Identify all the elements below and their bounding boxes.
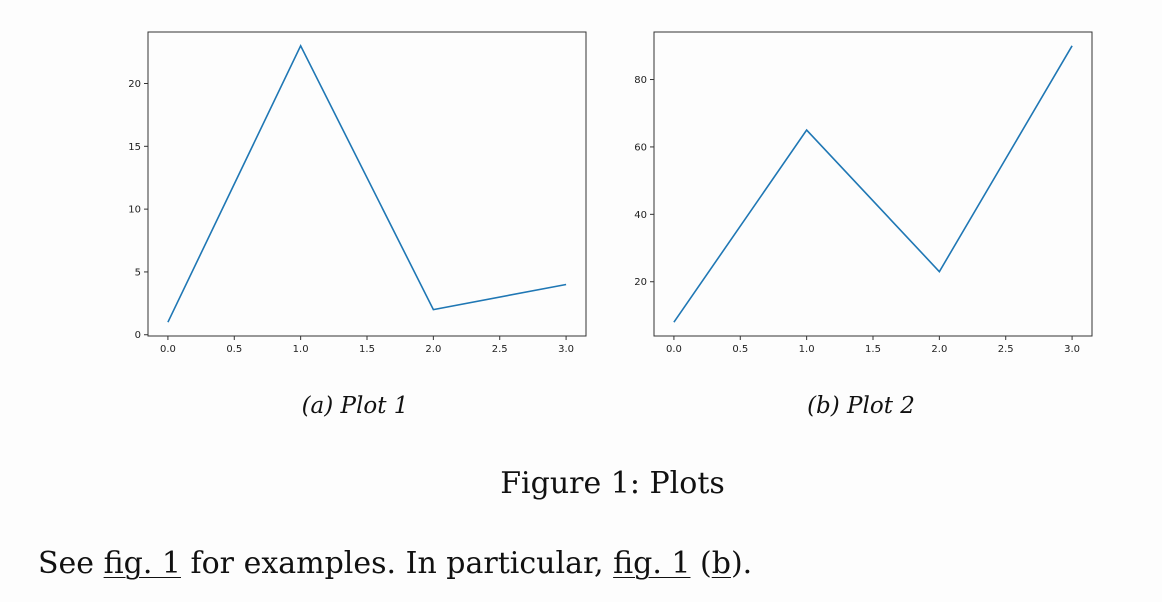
subfigure-caption-b: (b) Plot 2 xyxy=(807,393,915,419)
y-tick-label: 80 xyxy=(634,75,647,86)
figure-caption: Figure 1: Plots xyxy=(500,466,725,501)
x-tick-label: 3.0 xyxy=(558,344,574,355)
y-tick-label: 15 xyxy=(128,142,141,153)
x-tick-label: 1.5 xyxy=(359,344,375,355)
x-tick-label: 1.0 xyxy=(293,344,309,355)
series-line-0 xyxy=(167,44,567,323)
y-tick-label: 20 xyxy=(128,79,141,90)
x-tick-label: 2.5 xyxy=(998,344,1014,355)
figure-ref-link[interactable]: fig. 1 xyxy=(613,546,691,581)
plot-frame xyxy=(147,31,587,337)
plot-a: 0.0 0.5 1.0 1.5 2.0 2.5 3.0 0 5 10 15 20 xyxy=(128,31,587,355)
paragraph-text: See xyxy=(38,546,104,581)
figure-ref-link[interactable]: fig. 1 xyxy=(103,546,181,581)
x-tick-label: 0.0 xyxy=(666,344,682,355)
plot-b: 0.0 0.5 1.0 1.5 2.0 2.5 3.0 20 40 60 80 xyxy=(634,31,1093,355)
x-tick-label: 3.0 xyxy=(1064,344,1080,355)
y-tick-label: 40 xyxy=(634,210,647,221)
x-tick-label: 2.5 xyxy=(492,344,508,355)
x-tick-label: 0.0 xyxy=(160,344,176,355)
x-tick-label: 1.0 xyxy=(799,344,815,355)
paragraph-text: ( xyxy=(690,546,712,581)
x-tick-label: 2.0 xyxy=(425,344,441,355)
body-paragraph: See fig. 1 for examples. In particular, … xyxy=(38,546,1138,581)
paragraph-text: for examples. In particular, xyxy=(180,546,614,581)
x-tick-label: 0.5 xyxy=(226,344,242,355)
y-tick-label: 20 xyxy=(634,277,647,288)
series-line-0 xyxy=(673,45,1073,323)
y-tick-label: 60 xyxy=(634,142,647,153)
y-tick-label: 10 xyxy=(128,205,141,216)
subfigure-ref-link[interactable]: b xyxy=(711,546,731,581)
paragraph-text: ). xyxy=(730,546,753,581)
plot-frame xyxy=(653,31,1093,337)
y-tick-label: 5 xyxy=(135,267,141,278)
x-tick-label: 0.5 xyxy=(732,344,748,355)
x-tick-label: 1.5 xyxy=(865,344,881,355)
y-tick-label: 0 xyxy=(135,330,141,341)
x-tick-label: 2.0 xyxy=(931,344,947,355)
subfigure-caption-a: (a) Plot 1 xyxy=(301,393,409,419)
